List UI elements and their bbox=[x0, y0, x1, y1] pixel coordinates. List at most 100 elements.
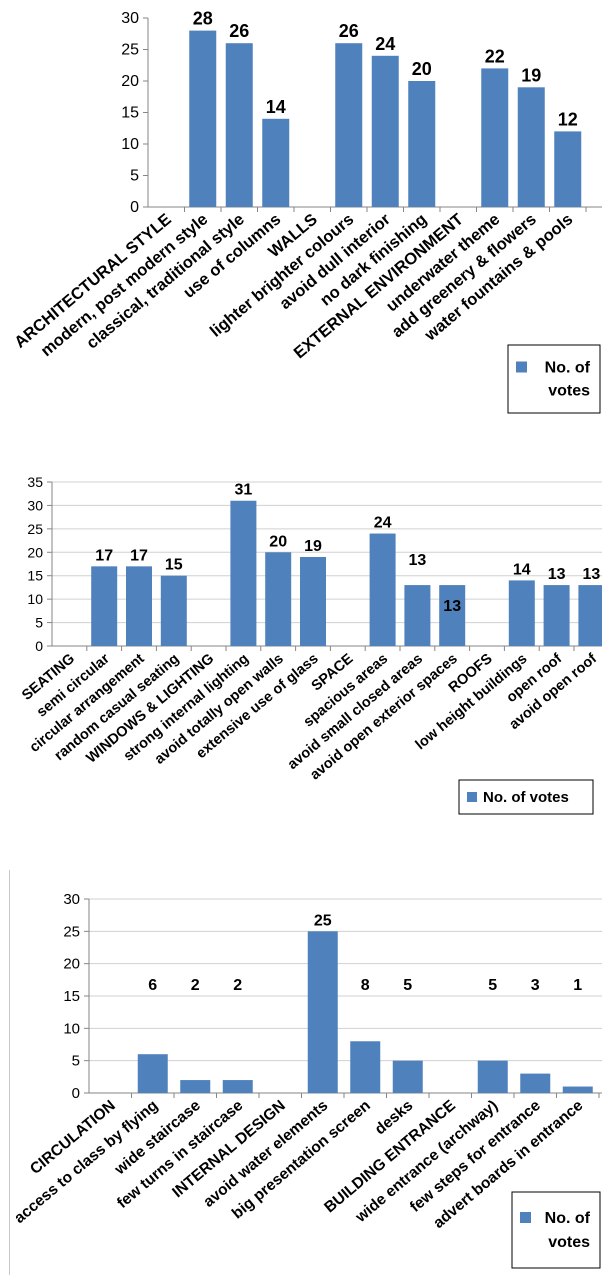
legend-box bbox=[458, 779, 594, 815]
bar bbox=[137, 1054, 168, 1093]
bar bbox=[404, 585, 431, 646]
data-label: 13 bbox=[443, 598, 461, 615]
y-tick-label: 10 bbox=[63, 1020, 80, 1037]
data-label: 13 bbox=[548, 566, 566, 583]
bar bbox=[126, 566, 152, 646]
legend-box bbox=[511, 1191, 601, 1269]
y-tick-label: 15 bbox=[121, 105, 139, 122]
legend-label: No. of bbox=[545, 1210, 591, 1227]
data-label: 17 bbox=[130, 547, 148, 564]
bar bbox=[189, 30, 217, 207]
data-label: 24 bbox=[375, 34, 395, 54]
bar bbox=[562, 1086, 593, 1093]
legend-label: votes bbox=[548, 1234, 590, 1251]
data-label: 22 bbox=[485, 46, 505, 66]
legend-swatch bbox=[467, 792, 477, 802]
y-tick-label: 10 bbox=[121, 136, 139, 153]
data-label: 1 bbox=[573, 977, 582, 994]
bar bbox=[578, 585, 602, 646]
y-tick-label: 30 bbox=[63, 891, 80, 908]
y-tick-label: 20 bbox=[63, 956, 80, 973]
bar bbox=[477, 1060, 508, 1093]
bar bbox=[265, 552, 292, 646]
bar bbox=[481, 68, 509, 208]
data-label: 24 bbox=[374, 515, 392, 532]
legend-swatch bbox=[520, 1212, 531, 1223]
legend-label: No. of bbox=[545, 360, 591, 377]
bar bbox=[230, 500, 257, 646]
bar bbox=[160, 575, 187, 646]
data-label: 12 bbox=[558, 109, 578, 129]
data-label: 5 bbox=[403, 977, 412, 994]
bar bbox=[335, 43, 363, 208]
y-tick-label: 5 bbox=[130, 168, 139, 185]
data-label: 6 bbox=[148, 977, 157, 994]
bar bbox=[439, 585, 466, 646]
bar bbox=[408, 81, 436, 207]
bar bbox=[369, 533, 396, 646]
bar bbox=[350, 1041, 381, 1093]
chart-panel-2: 0 5 10 15 20 25 30 35 SEATING 17 semi circular 17 ci… bbox=[0, 462, 602, 842]
bar bbox=[91, 566, 118, 646]
bar bbox=[222, 1080, 253, 1093]
data-label: 31 bbox=[235, 482, 253, 499]
bar bbox=[300, 556, 326, 646]
data-label: 3 bbox=[531, 977, 540, 994]
bar bbox=[543, 585, 570, 646]
data-label: 5 bbox=[488, 977, 497, 994]
bar bbox=[180, 1080, 211, 1093]
bar bbox=[371, 55, 399, 207]
data-label: 20 bbox=[412, 59, 432, 79]
legend-box bbox=[507, 344, 601, 414]
y-tick-label: 5 bbox=[72, 1053, 80, 1070]
chart-panel-3: 0 5 10 15 20 25 30 CIRCULATION 6 access to class … bbox=[0, 870, 602, 1275]
data-label: 8 bbox=[361, 977, 370, 994]
data-label: 14 bbox=[266, 97, 286, 117]
y-tick-label: 0 bbox=[130, 199, 139, 216]
bar bbox=[554, 131, 582, 207]
bar bbox=[307, 931, 338, 1093]
data-label: 17 bbox=[95, 547, 113, 564]
y-tick-label: 35 bbox=[27, 474, 43, 490]
bar bbox=[508, 580, 535, 646]
y-tick-label: 5 bbox=[35, 615, 43, 631]
bar bbox=[225, 43, 253, 208]
legend-label: No. of votes bbox=[483, 789, 569, 806]
data-label: 26 bbox=[229, 21, 249, 41]
y-tick-label: 20 bbox=[27, 544, 43, 560]
y-tick-label: 30 bbox=[27, 497, 43, 513]
y-tick-label: 25 bbox=[27, 521, 43, 537]
data-label: 2 bbox=[233, 977, 242, 994]
data-label: 19 bbox=[304, 538, 322, 555]
y-tick-label: 20 bbox=[121, 73, 139, 90]
panel-border bbox=[9, 870, 10, 1275]
bar bbox=[517, 87, 545, 207]
data-label: 2 bbox=[191, 977, 200, 994]
chart-panel-1: 0 5 10 15 20 25 30 ARCHITECTURAL STYLE 28 modern,… bbox=[0, 0, 602, 445]
y-tick-label: 15 bbox=[27, 568, 43, 584]
data-label: 28 bbox=[193, 9, 213, 29]
data-label: 19 bbox=[521, 65, 541, 85]
bar bbox=[392, 1060, 423, 1093]
data-label: 14 bbox=[513, 561, 531, 578]
bar bbox=[520, 1073, 551, 1093]
legend-swatch bbox=[516, 361, 527, 373]
bar bbox=[262, 118, 290, 207]
y-tick-label: 25 bbox=[63, 923, 80, 940]
y-tick-label: 10 bbox=[27, 591, 43, 607]
legend-label: votes bbox=[548, 383, 590, 400]
data-label: 26 bbox=[339, 21, 359, 41]
y-tick-label: 25 bbox=[121, 42, 139, 59]
y-tick-label: 0 bbox=[35, 638, 43, 654]
y-tick-label: 30 bbox=[121, 10, 139, 27]
data-label: 25 bbox=[314, 912, 332, 929]
data-label: 13 bbox=[583, 566, 601, 583]
data-label: 20 bbox=[269, 533, 287, 550]
y-tick-label: 0 bbox=[72, 1085, 80, 1102]
data-label: 15 bbox=[165, 557, 183, 574]
data-label: 13 bbox=[409, 552, 427, 569]
y-tick-label: 15 bbox=[63, 988, 80, 1005]
